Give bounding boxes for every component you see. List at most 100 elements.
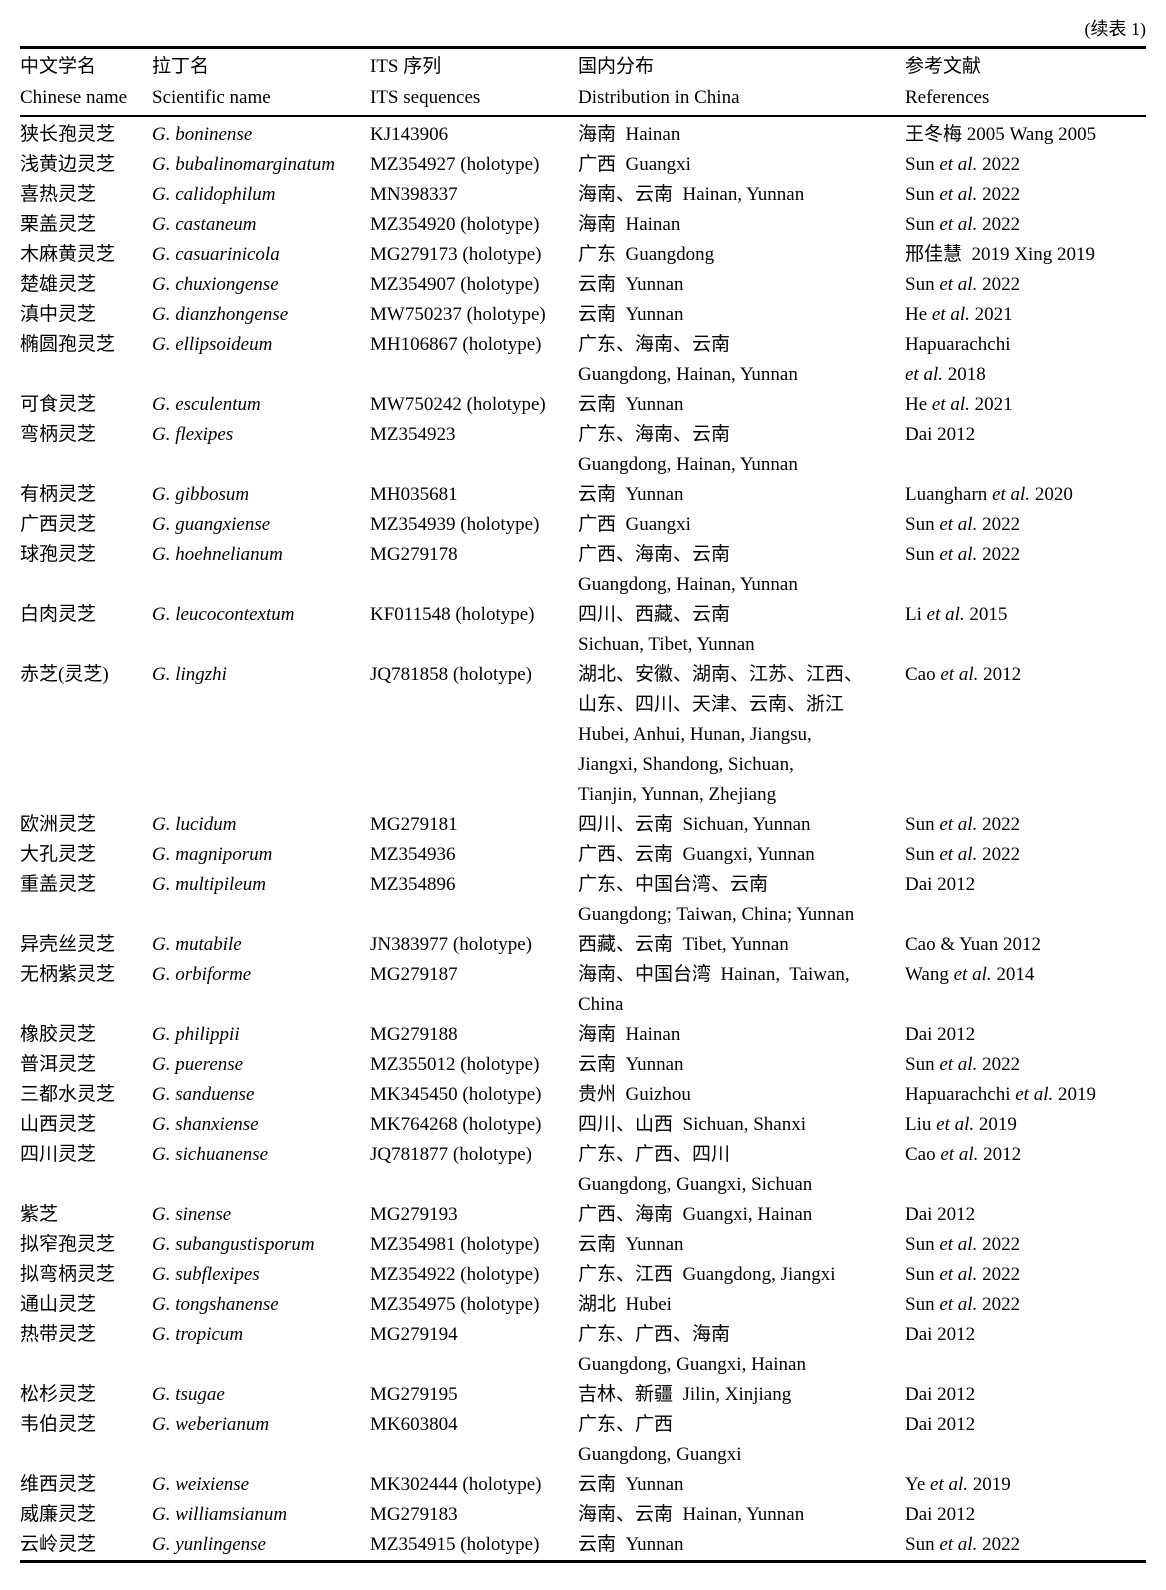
header-distribution-en: Distribution in China bbox=[578, 87, 740, 108]
cell-chinese-name: 球孢灵芝 bbox=[20, 544, 97, 565]
cell-distribution: 广东、海南、云南 Guangdong, Hainan, Yunnan bbox=[578, 424, 798, 475]
cell-reference: Sun et al. 2022 bbox=[905, 514, 1021, 535]
cell-its-sequence: MZ354923 bbox=[370, 424, 456, 445]
cell-reference: Dai 2012 bbox=[905, 424, 976, 445]
cell-its-sequence: MZ354922 (holotype) bbox=[370, 1264, 540, 1285]
cell-chinese-name: 栗盖灵芝 bbox=[20, 214, 97, 235]
cell-its-sequence: MZ354975 (holotype) bbox=[370, 1294, 540, 1315]
table-row: 楚雄灵芝 G. chuxiongense MZ354907 (holotype) 云南… bbox=[20, 270, 1146, 300]
cell-reference: He et al. 2021 bbox=[905, 394, 1013, 415]
cell-scientific-name: G. tongshanense bbox=[152, 1294, 279, 1315]
cell-scientific-name: G. dianzhongense bbox=[152, 304, 289, 325]
cell-its-sequence: MZ354915 (holotype) bbox=[370, 1534, 540, 1555]
cell-distribution: 海南 Hainan bbox=[578, 214, 681, 235]
cell-its-sequence: MZ355012 (holotype) bbox=[370, 1054, 540, 1075]
table-row: 有柄灵芝 G. gibbosum MH035681 云南 Yunnan Luanghar… bbox=[20, 480, 1146, 510]
cell-reference: Wang et al. 2014 bbox=[905, 964, 1035, 985]
cell-chinese-name: 欧洲灵芝 bbox=[20, 814, 97, 835]
cell-distribution: 云南 Yunnan bbox=[578, 1534, 684, 1555]
header-scientific-name-zh: 拉丁名 bbox=[152, 56, 210, 77]
cell-scientific-name: G. philippii bbox=[152, 1024, 240, 1045]
cell-scientific-name: G. weixiense bbox=[152, 1474, 250, 1495]
table-row: 弯柄灵芝 G. flexipes MZ354923 广东、海南、云南 Guangdong… bbox=[20, 420, 1146, 480]
table-row: 木麻黄灵芝 G. casuarinicola MG279173 (holotype)… bbox=[20, 240, 1146, 270]
header-scientific-name: 拉丁名 Scientific name bbox=[152, 47, 370, 117]
cell-distribution: 广西、海南、云南 Guangdong, Hainan, Yunnan bbox=[578, 544, 798, 595]
cell-its-sequence: MK603804 bbox=[370, 1414, 458, 1435]
cell-chinese-name: 无柄紫灵芝 bbox=[20, 964, 116, 985]
table-row: 广西灵芝 G. guangxiense MZ354939 (holotype) 广西 … bbox=[20, 510, 1146, 540]
cell-distribution: 云南 Yunnan bbox=[578, 274, 684, 295]
cell-distribution: 广东、广西、四川 Guangdong, Guangxi, Sichuan bbox=[578, 1144, 813, 1195]
cell-its-sequence: JN383977 (holotype) bbox=[370, 934, 533, 955]
cell-scientific-name: G. guangxiense bbox=[152, 514, 271, 535]
cell-its-sequence: MH106867 (holotype) bbox=[370, 334, 542, 355]
cell-scientific-name: G. multipileum bbox=[152, 874, 266, 895]
cell-scientific-name: G. subangustisporum bbox=[152, 1234, 315, 1255]
cell-chinese-name: 木麻黄灵芝 bbox=[20, 244, 116, 265]
table-row: 滇中灵芝 G. dianzhongense MW750237 (holotype) 云… bbox=[20, 300, 1146, 330]
cell-its-sequence: MZ354936 bbox=[370, 844, 456, 865]
cell-reference: Sun et al. 2022 bbox=[905, 214, 1021, 235]
cell-reference: Sun et al. 2022 bbox=[905, 844, 1021, 865]
table-row: 威廉灵芝 G. williamsianum MG279183 海南、云南 Hainan… bbox=[20, 1500, 1146, 1530]
cell-distribution: 广东、广西、海南 Guangdong, Guangxi, Hainan bbox=[578, 1324, 806, 1375]
cell-scientific-name: G. flexipes bbox=[152, 424, 234, 445]
cell-reference: Sun et al. 2022 bbox=[905, 1054, 1021, 1075]
header-its-sequences-en: ITS sequences bbox=[370, 87, 481, 108]
cell-chinese-name: 滇中灵芝 bbox=[20, 304, 97, 325]
cell-scientific-name: G. orbiforme bbox=[152, 964, 252, 985]
cell-chinese-name: 赤芝(灵芝) bbox=[20, 664, 109, 685]
cell-scientific-name: G. boninense bbox=[152, 124, 253, 145]
table-row: 三都水灵芝 G. sanduense MK345450 (holotype) 贵州 G… bbox=[20, 1080, 1146, 1110]
header-distribution-zh: 国内分布 bbox=[578, 56, 655, 77]
cell-its-sequence: MG279193 bbox=[370, 1204, 458, 1225]
cell-its-sequence: MW750242 (holotype) bbox=[370, 394, 546, 415]
cell-distribution: 广东、江西 Guangdong, Jiangxi bbox=[578, 1264, 836, 1285]
cell-its-sequence: KF011548 (holotype) bbox=[370, 604, 535, 625]
cell-reference: Sun et al. 2022 bbox=[905, 814, 1021, 835]
cell-scientific-name: G. calidophilum bbox=[152, 184, 276, 205]
cell-scientific-name: G. magniporum bbox=[152, 844, 273, 865]
cell-its-sequence: MZ354920 (holotype) bbox=[370, 214, 540, 235]
cell-distribution: 四川、西藏、云南 Sichuan, Tibet, Yunnan bbox=[578, 604, 755, 655]
cell-chinese-name: 橡胶灵芝 bbox=[20, 1024, 97, 1045]
cell-its-sequence: MK764268 (holotype) bbox=[370, 1114, 542, 1135]
cell-chinese-name: 维西灵芝 bbox=[20, 1474, 97, 1495]
cell-scientific-name: G. gibbosum bbox=[152, 484, 250, 505]
cell-chinese-name: 四川灵芝 bbox=[20, 1144, 97, 1165]
cell-distribution: 西藏、云南 Tibet, Yunnan bbox=[578, 934, 789, 955]
table-body: 狭长孢灵芝 G. boninense KJ143906 海南 Hainan 王冬梅 20… bbox=[20, 116, 1146, 1562]
cell-reference: Dai 2012 bbox=[905, 1204, 976, 1225]
cell-reference: Cao et al. 2012 bbox=[905, 1144, 1022, 1165]
cell-its-sequence: KJ143906 bbox=[370, 124, 449, 145]
header-row: 中文学名 Chinese name 拉丁名 Scientific name IT… bbox=[20, 47, 1146, 117]
table-row: 狭长孢灵芝 G. boninense KJ143906 海南 Hainan 王冬梅 20… bbox=[20, 116, 1146, 150]
cell-chinese-name: 紫芝 bbox=[20, 1204, 59, 1225]
cell-reference: Dai 2012 bbox=[905, 1324, 976, 1345]
cell-scientific-name: G. hoehnelianum bbox=[152, 544, 283, 565]
header-references-zh: 参考文献 bbox=[905, 56, 982, 77]
table-row: 欧洲灵芝 G. lucidum MG279181 四川、云南 Sichuan, Yun… bbox=[20, 810, 1146, 840]
cell-chinese-name: 大孔灵芝 bbox=[20, 844, 97, 865]
cell-scientific-name: G. tropicum bbox=[152, 1324, 244, 1345]
cell-scientific-name: G. sinense bbox=[152, 1204, 232, 1225]
cell-scientific-name: G. yunlingense bbox=[152, 1534, 266, 1555]
cell-scientific-name: G. tsugae bbox=[152, 1384, 225, 1405]
cell-reference: Sun et al. 2022 bbox=[905, 274, 1021, 295]
cell-its-sequence: MG279178 bbox=[370, 544, 458, 565]
cell-reference: Ye et al. 2019 bbox=[905, 1474, 1011, 1495]
cell-reference: Cao et al. 2012 bbox=[905, 664, 1022, 685]
cell-chinese-name: 狭长孢灵芝 bbox=[20, 124, 116, 145]
cell-scientific-name: G. shanxiense bbox=[152, 1114, 259, 1135]
cell-its-sequence: MG279194 bbox=[370, 1324, 458, 1345]
cell-distribution: 云南 Yunnan bbox=[578, 304, 684, 325]
table-row: 四川灵芝 G. sichuanense JQ781877 (holotype) 广东、… bbox=[20, 1140, 1146, 1200]
cell-its-sequence: MK345450 (holotype) bbox=[370, 1084, 542, 1105]
cell-scientific-name: G. lucidum bbox=[152, 814, 237, 835]
header-chinese-name: 中文学名 Chinese name bbox=[20, 47, 152, 117]
cell-reference: Dai 2012 bbox=[905, 1414, 976, 1435]
cell-chinese-name: 弯柄灵芝 bbox=[20, 424, 97, 445]
cell-scientific-name: G. williamsianum bbox=[152, 1504, 288, 1525]
cell-reference: Hapuarachchi et al. 2018 bbox=[905, 334, 1011, 385]
